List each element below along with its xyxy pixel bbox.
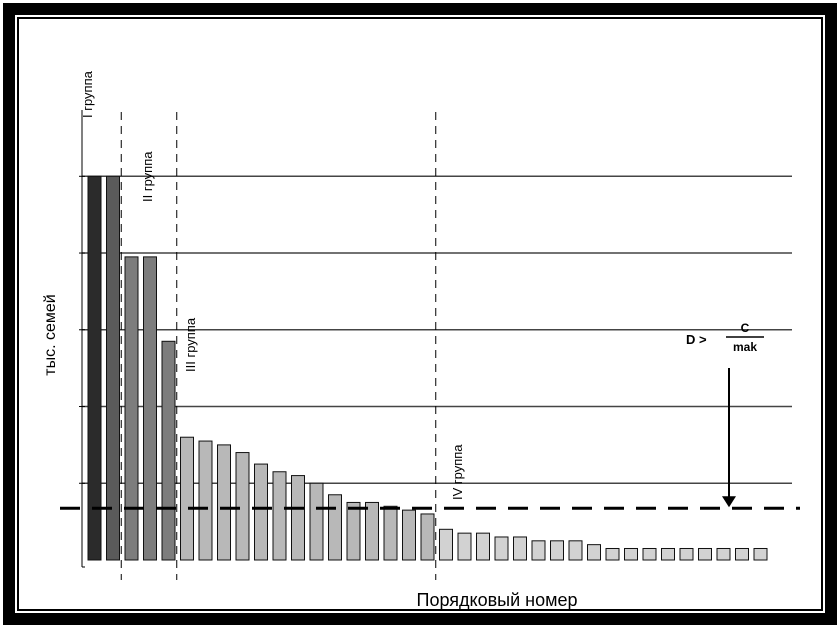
outer-border bbox=[3, 3, 837, 625]
bar bbox=[605, 547, 620, 561]
bar bbox=[716, 547, 731, 561]
bar bbox=[106, 175, 120, 561]
bar bbox=[439, 528, 453, 561]
bars bbox=[87, 175, 768, 561]
bar bbox=[180, 436, 194, 561]
bar bbox=[328, 494, 342, 561]
bar bbox=[402, 509, 416, 561]
bar bbox=[624, 547, 638, 561]
x-axis-label: Порядковый номер bbox=[417, 590, 578, 610]
bar bbox=[679, 547, 694, 561]
bar bbox=[272, 471, 287, 561]
threshold-numerator: C bbox=[741, 321, 750, 335]
bar bbox=[661, 547, 675, 561]
gridlines bbox=[79, 175, 792, 485]
group-label: I группа bbox=[80, 70, 95, 118]
bar bbox=[587, 544, 601, 561]
bar bbox=[235, 452, 250, 561]
bar bbox=[698, 547, 712, 561]
bar bbox=[143, 256, 157, 561]
arrow-head-icon bbox=[722, 496, 736, 508]
bar bbox=[124, 256, 139, 561]
bar bbox=[494, 536, 509, 561]
bar bbox=[753, 547, 768, 561]
group-labels: I группа II группа III группа IV группа bbox=[80, 70, 465, 500]
group-label: II группа bbox=[140, 151, 155, 202]
bar bbox=[383, 505, 398, 561]
bar bbox=[476, 532, 490, 561]
bar bbox=[365, 501, 379, 561]
bar bbox=[642, 547, 657, 561]
bar bbox=[531, 540, 546, 561]
y-axis-label: тыс. семей bbox=[42, 294, 59, 375]
bar bbox=[161, 340, 176, 561]
bar bbox=[217, 444, 231, 561]
bar bbox=[457, 532, 472, 561]
bar bbox=[420, 513, 435, 561]
group-label: III группа bbox=[183, 317, 198, 372]
inner-border bbox=[17, 17, 823, 611]
bar bbox=[513, 536, 527, 561]
bar bbox=[309, 482, 324, 561]
threshold-label: D > bbox=[686, 332, 707, 347]
bar bbox=[291, 475, 305, 561]
bar bbox=[87, 175, 102, 561]
bar bbox=[568, 540, 583, 561]
bar bbox=[735, 547, 749, 561]
group-label: IV группа bbox=[450, 444, 465, 500]
group-separators bbox=[120, 112, 437, 580]
bar bbox=[346, 501, 361, 561]
threshold-denominator: mak bbox=[733, 340, 757, 354]
bar bbox=[550, 540, 564, 561]
bar bbox=[198, 440, 213, 561]
bar bbox=[254, 463, 268, 561]
